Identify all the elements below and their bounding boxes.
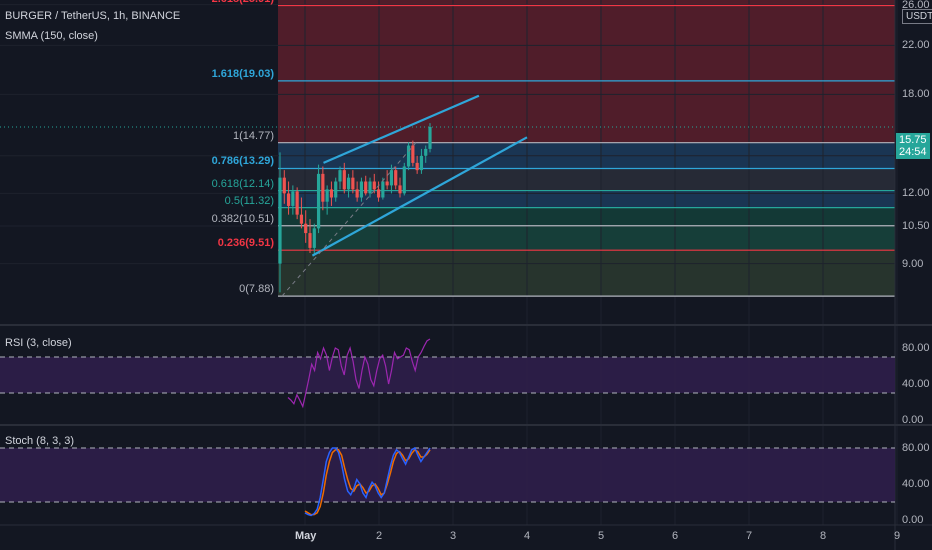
price-tick-label: 18.00 xyxy=(902,88,930,101)
channel-lower-line xyxy=(311,136,528,257)
time-tick-label: 9 xyxy=(894,530,901,542)
candle-body xyxy=(308,233,312,248)
candle-body xyxy=(282,177,286,194)
time-tick-label: 8 xyxy=(820,530,827,542)
candle-body xyxy=(428,127,432,149)
candle-body xyxy=(424,148,428,156)
fib-level-label: 0.5(11.32) xyxy=(224,194,274,207)
price-tick-label: 26.00 xyxy=(902,0,930,11)
candle-body xyxy=(329,189,334,198)
price-tick-label: 9.00 xyxy=(902,257,924,270)
candle-body xyxy=(364,181,368,194)
candle-body xyxy=(304,223,308,234)
fib-level-label: 1(14.77) xyxy=(233,129,274,142)
candle-body xyxy=(316,173,321,229)
fib-level-label: 2.618(25.91) xyxy=(212,0,274,6)
fib-zone xyxy=(278,5,895,81)
fib-level-label: 0(7.88) xyxy=(239,283,274,296)
fib-level-label: 0.618(12.14) xyxy=(211,177,274,190)
candle-body xyxy=(346,177,351,190)
candle-body xyxy=(321,173,325,202)
price-tick-label: 22.00 xyxy=(902,39,930,52)
candle-body xyxy=(411,145,415,163)
fib-anchor-line xyxy=(281,142,417,297)
candle-body xyxy=(325,189,329,202)
candle-body xyxy=(368,181,372,194)
candle-body xyxy=(291,191,295,206)
candle-body xyxy=(355,189,359,198)
rsi-line xyxy=(287,338,431,409)
time-tick-label: May xyxy=(295,530,317,542)
fib-zone xyxy=(278,207,895,226)
candle-body xyxy=(372,181,376,190)
candle-body xyxy=(295,191,299,215)
price-tick-label: 12.00 xyxy=(902,187,930,200)
fib-zone-top xyxy=(278,0,895,6)
stoch-k-line xyxy=(304,446,431,517)
rsi-title[interactable]: RSI (3, close) xyxy=(5,337,72,349)
price-tick-label: 10.50 xyxy=(902,220,930,232)
candle-body xyxy=(406,145,411,167)
channel-upper-line xyxy=(323,94,480,164)
bar-countdown: 24:54 xyxy=(899,146,927,158)
fib-level-label: 0.236(9.51) xyxy=(217,237,274,250)
candle-body xyxy=(394,170,398,186)
fib-level-label: 0.786(13.29) xyxy=(211,155,274,168)
candle-body xyxy=(419,155,424,171)
rsi-tick-label: 0.00 xyxy=(902,414,924,426)
stoch-tick-label: 40.00 xyxy=(902,478,930,490)
fib-zone xyxy=(278,168,895,191)
fib-zone xyxy=(278,250,895,297)
candle-body xyxy=(299,214,304,224)
last-price-value: 15.75 xyxy=(899,134,927,146)
stoch-title[interactable]: Stoch (8, 3, 3) xyxy=(5,435,75,447)
stoch-tick-label: 80.00 xyxy=(902,442,930,454)
candle-body xyxy=(342,170,346,190)
time-tick-label: 7 xyxy=(746,530,753,542)
candle-body xyxy=(359,181,364,198)
smma-indicator-label[interactable]: SMMA (150, close) xyxy=(5,30,98,42)
candle-body xyxy=(286,193,291,206)
candle-body xyxy=(385,181,389,186)
candle-body xyxy=(398,185,402,194)
stoch-band xyxy=(0,448,895,502)
candle-body xyxy=(376,189,381,198)
last-price-tag: 15.75 24:54 xyxy=(896,133,930,159)
symbol-title: BURGER / TetherUS, 1h, BINANCE xyxy=(5,10,181,22)
time-tick-label: 4 xyxy=(524,530,531,542)
fib-level-label: 1.618(19.03) xyxy=(211,67,274,80)
stoch-tick-label: 0.00 xyxy=(902,514,924,526)
rsi-tick-label: 80.00 xyxy=(902,342,930,354)
time-tick-label: 2 xyxy=(376,530,383,542)
time-tick-label: 5 xyxy=(598,530,605,542)
rsi-tick-label: 40.00 xyxy=(902,378,930,390)
candle-body xyxy=(351,177,355,190)
fib-level-label: 0.382(10.51) xyxy=(211,212,274,225)
candle-body xyxy=(312,228,316,248)
fib-zone xyxy=(278,190,895,208)
fib-zone xyxy=(278,80,895,143)
currency-badge[interactable]: USDT xyxy=(902,9,932,24)
candle-body xyxy=(338,170,342,182)
fib-zone xyxy=(278,225,895,251)
candle-body xyxy=(389,170,394,186)
candle-body xyxy=(402,166,406,194)
candle-body xyxy=(334,181,338,198)
candle-body xyxy=(415,162,419,171)
candle-body xyxy=(278,177,282,264)
rsi-band xyxy=(0,357,895,393)
candle-body xyxy=(381,181,385,198)
time-tick-label: 3 xyxy=(450,530,457,542)
time-tick-label: 6 xyxy=(672,530,679,542)
